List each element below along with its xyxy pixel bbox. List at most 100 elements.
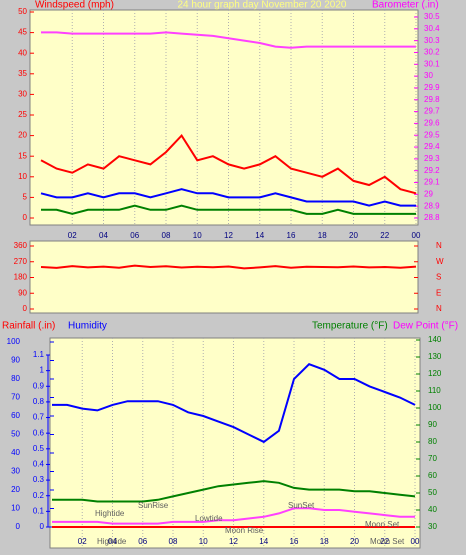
x-tick-label: 04 bbox=[108, 537, 117, 546]
x-tick-label: 10 bbox=[199, 537, 208, 546]
rain-tick-label: 0.2 bbox=[33, 491, 45, 500]
y-tick-label: 0 bbox=[23, 304, 28, 313]
annotation: Moon Set bbox=[365, 520, 400, 529]
series-line bbox=[52, 480, 416, 503]
y2-tick-label: 30 bbox=[428, 522, 437, 531]
x-tick-label: 18 bbox=[320, 537, 329, 546]
y-tick-label: 10 bbox=[11, 504, 20, 513]
rain-tick-label: 0.9 bbox=[33, 381, 45, 390]
rain-tick-label: 0.3 bbox=[33, 475, 45, 484]
y2-tick-label: 30.3 bbox=[424, 36, 440, 45]
y2-tick-label: 30.2 bbox=[424, 48, 440, 57]
wind-label: Windspeed (mph) bbox=[35, 0, 114, 11]
y-tick-label: 90 bbox=[11, 356, 20, 365]
x-tick-label: 16 bbox=[287, 231, 296, 240]
dewpoint-label: Dew Point (°F) bbox=[393, 321, 458, 332]
y-tick-label: 270 bbox=[14, 257, 28, 266]
annotation: Hightide bbox=[95, 509, 125, 518]
x-tick-label: 18 bbox=[318, 231, 327, 240]
y-tick-label: 90 bbox=[18, 288, 27, 297]
y2-tick-label: 29.2 bbox=[424, 166, 440, 175]
x-tick-label: 14 bbox=[259, 537, 268, 546]
y2-tick-label: S bbox=[436, 273, 441, 282]
y-tick-label: 45 bbox=[18, 28, 27, 37]
x-tick-label: 10 bbox=[193, 231, 202, 240]
series-line bbox=[40, 264, 417, 270]
y2-tick-label: E bbox=[436, 288, 441, 297]
x-tick-label: 06 bbox=[138, 537, 147, 546]
y2-tick-label: 100 bbox=[428, 403, 442, 412]
y2-tick-label: 29.5 bbox=[424, 130, 440, 139]
y-tick-label: 360 bbox=[14, 241, 28, 250]
series-line bbox=[52, 363, 416, 444]
y-tick-label: 0 bbox=[23, 213, 28, 222]
x-tick-label: 22 bbox=[380, 231, 389, 240]
y2-tick-label: 30.4 bbox=[424, 24, 440, 33]
rain-tick-label: 0.6 bbox=[33, 428, 45, 437]
x-tick-label: 02 bbox=[78, 537, 87, 546]
series-line bbox=[40, 188, 416, 207]
y2-tick-label: 29 bbox=[424, 189, 433, 198]
y2-tick-label: 80 bbox=[428, 437, 437, 446]
annotation: Hightide bbox=[97, 537, 127, 546]
y-tick-label: 35 bbox=[18, 69, 27, 78]
rain-tick-label: 1 bbox=[40, 366, 45, 375]
y2-tick-label: 29.1 bbox=[424, 178, 440, 187]
x-tick-label: 16 bbox=[290, 537, 299, 546]
y-tick-label: 20 bbox=[18, 131, 27, 140]
y-tick-label: 60 bbox=[11, 411, 20, 420]
y2-tick-label: N bbox=[436, 304, 442, 313]
y-tick-label: 30 bbox=[18, 90, 27, 99]
rain-tick-label: 0.7 bbox=[33, 413, 45, 422]
x-tick-label: 22 bbox=[380, 537, 389, 546]
x-tick-label: 02 bbox=[68, 231, 77, 240]
x-tick-label: 12 bbox=[229, 537, 238, 546]
rain-tick-label: 0.8 bbox=[33, 397, 45, 406]
y-tick-label: 80 bbox=[11, 374, 20, 383]
series-line bbox=[41, 204, 416, 215]
chart-title: 24 hour graph day November 20 2020 bbox=[177, 0, 346, 11]
x-tick-label: 04 bbox=[99, 231, 108, 240]
barometer-label: Barometer (.in) bbox=[372, 0, 439, 11]
y-tick-label: 15 bbox=[18, 151, 27, 160]
x-tick-label: 00 bbox=[411, 537, 420, 546]
series-line bbox=[41, 31, 416, 49]
x-tick-label: 06 bbox=[130, 231, 139, 240]
plot-area bbox=[29, 240, 419, 314]
annotation: Moon Set bbox=[370, 537, 405, 546]
x-tick-label: 20 bbox=[349, 231, 358, 240]
y-tick-label: 20 bbox=[11, 485, 20, 494]
x-tick-label: 08 bbox=[162, 231, 171, 240]
x-tick-label: 14 bbox=[255, 231, 264, 240]
x-tick-label: 20 bbox=[350, 537, 359, 546]
humidity-label: Humidity bbox=[68, 321, 107, 332]
y-tick-label: 30 bbox=[11, 467, 20, 476]
annotation: Lowtide bbox=[195, 514, 223, 523]
annotation: Moon Rise bbox=[225, 526, 264, 535]
y2-tick-label: 50 bbox=[428, 488, 437, 497]
annotation: SunSet bbox=[288, 501, 315, 510]
y2-tick-label: 28.8 bbox=[424, 213, 440, 222]
y2-tick-label: 140 bbox=[428, 335, 442, 344]
rain-tick-label: 0 bbox=[40, 522, 45, 531]
y2-tick-label: 90 bbox=[428, 420, 437, 429]
x-tick-label: 08 bbox=[169, 537, 178, 546]
rain-label: Rainfall (.in) bbox=[2, 321, 55, 332]
y2-tick-label: 40 bbox=[428, 505, 437, 514]
y2-tick-label: 130 bbox=[428, 352, 442, 361]
y2-tick-label: 70 bbox=[428, 454, 437, 463]
y-tick-label: 5 bbox=[23, 193, 28, 202]
y2-tick-label: 29.4 bbox=[424, 142, 440, 151]
y2-tick-label: W bbox=[436, 257, 444, 266]
y2-tick-label: 29.6 bbox=[424, 119, 440, 128]
y2-tick-label: 110 bbox=[428, 386, 441, 395]
y2-tick-label: 30 bbox=[424, 71, 433, 80]
y2-tick-label: 120 bbox=[428, 369, 442, 378]
y-tick-label: 50 bbox=[18, 7, 27, 16]
y-tick-label: 70 bbox=[11, 393, 20, 402]
series-line bbox=[40, 133, 417, 195]
y2-tick-label: 29.8 bbox=[424, 95, 440, 104]
y2-tick-label: 29.9 bbox=[424, 83, 440, 92]
y-tick-label: 40 bbox=[18, 48, 27, 57]
annotation: SunRise bbox=[138, 501, 169, 510]
